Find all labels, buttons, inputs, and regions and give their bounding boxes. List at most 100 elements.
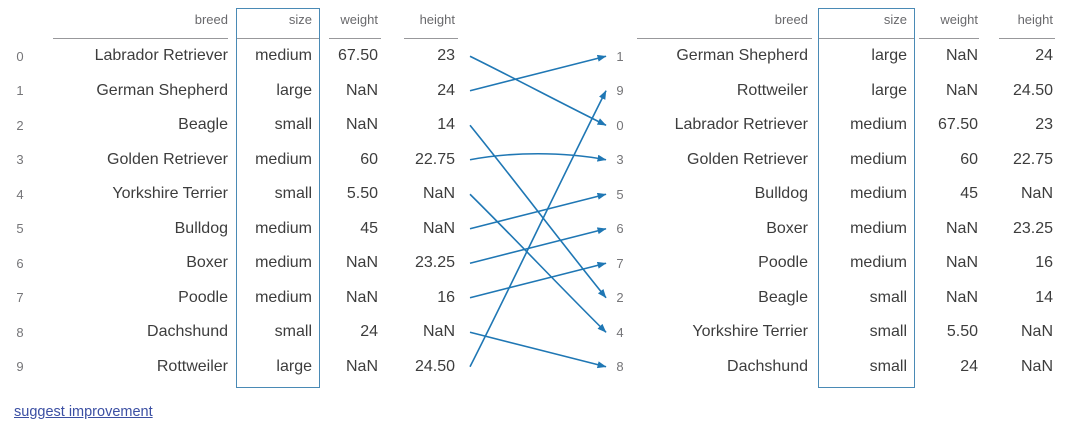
header-rule-left-size bbox=[237, 38, 319, 39]
header-index bbox=[600, 0, 640, 39]
cell-size: small bbox=[274, 185, 312, 203]
row-mapping-arrow bbox=[469, 54, 607, 92]
cell-size: small bbox=[869, 288, 907, 306]
cell-breed: Boxer bbox=[186, 254, 228, 272]
cell-breed: Golden Retriever bbox=[687, 150, 808, 168]
cell-height: NaN bbox=[422, 219, 455, 237]
header-breed: breed bbox=[774, 12, 808, 27]
cell-height: 24.50 bbox=[1012, 81, 1053, 99]
header-rule-left-weight bbox=[329, 38, 381, 39]
cell-size: medium bbox=[850, 150, 907, 168]
cell-size: large bbox=[276, 81, 312, 99]
cell-weight: 45 bbox=[960, 185, 978, 203]
cell-height: NaN bbox=[1020, 357, 1053, 375]
cell-weight: 24 bbox=[960, 357, 978, 375]
cell-weight: 5.50 bbox=[946, 323, 978, 341]
cell-size: large bbox=[871, 81, 907, 99]
header-size: size bbox=[883, 12, 907, 27]
cell-size: medium bbox=[255, 150, 312, 168]
cell-weight: NaN bbox=[945, 47, 978, 65]
row-mapping-arrow bbox=[469, 227, 607, 265]
row-mapping-arrow bbox=[469, 55, 607, 126]
cell-breed: Boxer bbox=[766, 219, 808, 237]
cell-height: 14 bbox=[437, 116, 455, 134]
cell-breed: German Shepherd bbox=[96, 81, 228, 99]
header-weight: weight bbox=[940, 12, 978, 27]
cell-height: 23.25 bbox=[414, 254, 455, 272]
cell-size: medium bbox=[850, 116, 907, 134]
cell-size: large bbox=[276, 357, 312, 375]
cell-height: NaN bbox=[1020, 185, 1053, 203]
cell-height: 23 bbox=[437, 47, 455, 65]
suggest-improvement-link[interactable]: suggest improvement bbox=[14, 404, 153, 420]
row-mapping-arrow bbox=[469, 152, 607, 162]
cell-weight: NaN bbox=[945, 81, 978, 99]
cell-size: medium bbox=[255, 254, 312, 272]
cell-breed: Poodle bbox=[178, 288, 228, 306]
cell-weight: NaN bbox=[345, 357, 378, 375]
cell-weight: NaN bbox=[345, 116, 378, 134]
cell-breed: Labrador Retriever bbox=[94, 47, 228, 65]
row-index: 1 bbox=[616, 48, 624, 64]
row-index: 4 bbox=[16, 186, 24, 202]
cell-size: medium bbox=[850, 219, 907, 237]
cell-size: medium bbox=[255, 288, 312, 306]
row-index: 3 bbox=[16, 152, 24, 168]
header-height: height bbox=[1017, 12, 1053, 27]
cell-breed: German Shepherd bbox=[676, 47, 808, 65]
cell-height: NaN bbox=[1020, 323, 1053, 341]
row-mapping-arrow bbox=[469, 192, 607, 230]
cell-size: medium bbox=[255, 219, 312, 237]
cell-weight: 24 bbox=[360, 323, 378, 341]
cell-weight: NaN bbox=[945, 219, 978, 237]
cell-height: 24.50 bbox=[414, 357, 455, 375]
cell-size: large bbox=[871, 47, 907, 65]
cell-weight: 60 bbox=[360, 150, 378, 168]
table-right: breed size weight height 1 German Shepherd lar… bbox=[600, 0, 1053, 384]
row-index: 6 bbox=[16, 255, 24, 271]
header-height: height bbox=[419, 12, 455, 27]
cell-weight: 45 bbox=[360, 219, 378, 237]
cell-size: small bbox=[869, 357, 907, 375]
cell-weight: NaN bbox=[945, 288, 978, 306]
size-column-highlight-box-right bbox=[818, 8, 915, 388]
cell-height: 24 bbox=[1035, 47, 1053, 65]
row-index: 8 bbox=[616, 359, 624, 375]
cell-breed: Yorkshire Terrier bbox=[692, 323, 808, 341]
cell-breed: Yorkshire Terrier bbox=[112, 185, 228, 203]
cell-height: 23.25 bbox=[1012, 219, 1053, 237]
cell-breed: Beagle bbox=[178, 116, 228, 134]
header-rule-right-height bbox=[999, 38, 1055, 39]
cell-height: 22.75 bbox=[1012, 150, 1053, 168]
cell-weight: 60 bbox=[960, 150, 978, 168]
cell-size: small bbox=[274, 323, 312, 341]
row-index: 2 bbox=[616, 290, 624, 306]
cell-weight: NaN bbox=[345, 81, 378, 99]
cell-weight: 67.50 bbox=[337, 47, 378, 65]
cell-height: 23 bbox=[1035, 116, 1053, 134]
cell-breed: Bulldog bbox=[174, 219, 228, 237]
row-index: 5 bbox=[616, 186, 624, 202]
cell-weight: 5.50 bbox=[346, 185, 378, 203]
row-index: 2 bbox=[16, 117, 24, 133]
row-index: 8 bbox=[16, 324, 24, 340]
cell-breed: Bulldog bbox=[754, 185, 808, 203]
row-index: 9 bbox=[616, 83, 624, 99]
cell-weight: NaN bbox=[945, 254, 978, 272]
cell-breed: Dachshund bbox=[727, 357, 808, 375]
row-mapping-arrow bbox=[469, 261, 607, 299]
row-index: 4 bbox=[616, 324, 624, 340]
cell-size: medium bbox=[255, 47, 312, 65]
cell-breed: Rottweiler bbox=[736, 81, 808, 99]
cell-breed: Rottweiler bbox=[156, 357, 228, 375]
cell-size: small bbox=[274, 116, 312, 134]
row-index: 5 bbox=[16, 221, 24, 237]
cell-height: NaN bbox=[422, 185, 455, 203]
row-mapping-arrow bbox=[469, 90, 607, 368]
header-index bbox=[0, 0, 40, 39]
table-left: breed size weight height 0 Labrador Retriever… bbox=[0, 0, 455, 384]
header-weight: weight bbox=[340, 12, 378, 27]
cell-breed: Golden Retriever bbox=[107, 150, 228, 168]
row-mapping-arrow bbox=[469, 124, 607, 299]
